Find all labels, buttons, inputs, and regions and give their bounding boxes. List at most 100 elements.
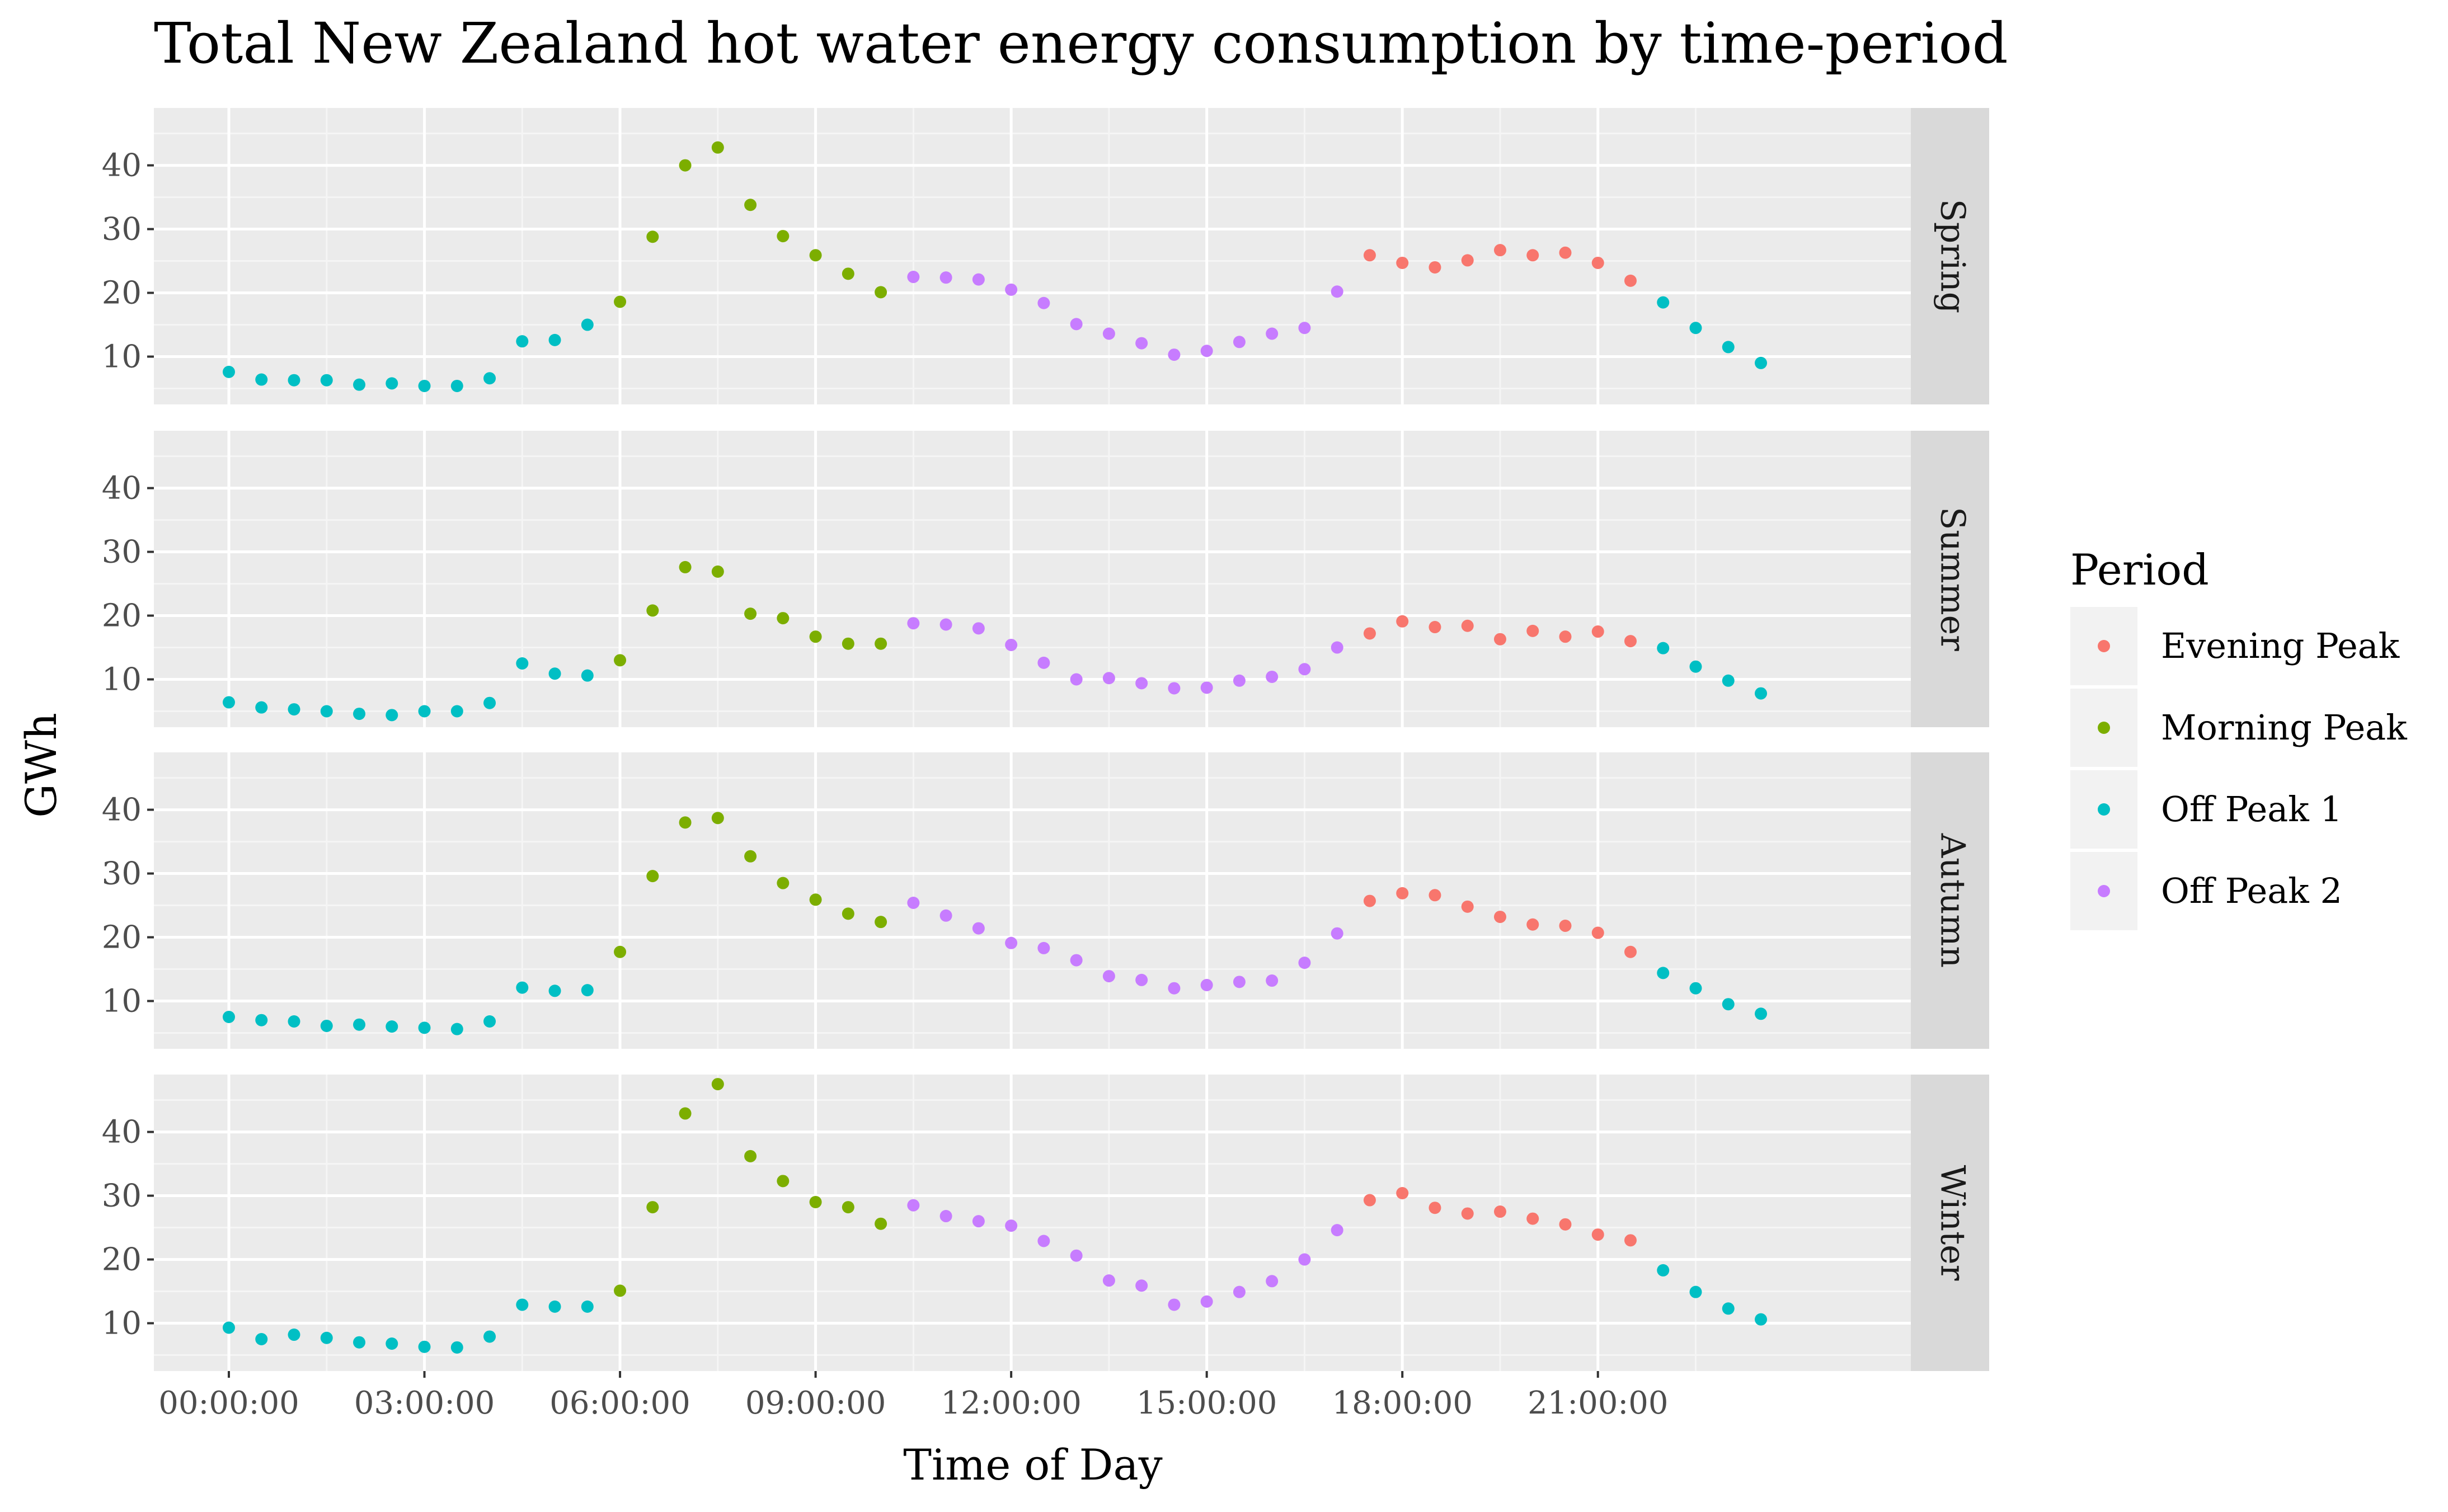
data-point [581, 984, 594, 997]
data-point [1168, 682, 1181, 695]
data-point [1591, 926, 1604, 939]
data-point [744, 199, 757, 211]
data-point [1429, 889, 1441, 902]
data-point [809, 1195, 822, 1208]
data-point [907, 896, 920, 909]
data-point [614, 295, 627, 308]
data-point [1168, 1298, 1181, 1311]
data-point [875, 916, 887, 929]
data-point [1461, 254, 1474, 267]
data-point [1266, 974, 1279, 987]
legend-swatch [2098, 640, 2110, 652]
data-point [1559, 246, 1572, 259]
data-point [353, 708, 366, 720]
data-point [222, 1321, 235, 1334]
data-point [1037, 296, 1050, 309]
data-point [1396, 615, 1409, 628]
data-point [972, 922, 985, 935]
data-point [1624, 274, 1637, 287]
data-point [1363, 894, 1376, 907]
y-tick-label: 40 [102, 1114, 142, 1151]
data-point [972, 273, 985, 286]
data-point [646, 604, 659, 617]
data-point [516, 1298, 529, 1311]
data-point [1689, 322, 1702, 335]
data-point [1657, 296, 1670, 309]
data-point [353, 1336, 366, 1349]
panel-background [154, 752, 1911, 1049]
data-point [1755, 687, 1768, 700]
data-point [679, 560, 692, 573]
data-point [1722, 341, 1735, 354]
legend-label: Morning Peak [2161, 707, 2407, 748]
data-point [450, 705, 463, 718]
data-point [1102, 327, 1115, 340]
data-point [679, 1107, 692, 1120]
data-point [679, 159, 692, 172]
data-point [646, 230, 659, 243]
data-point [1200, 979, 1213, 992]
data-point [450, 1341, 463, 1354]
panel-background [154, 431, 1911, 727]
data-point [1624, 635, 1637, 648]
data-point [809, 249, 822, 262]
facet-panel-autumn: Autumn 10 20 30 40 [102, 752, 1989, 1049]
data-point [1755, 1313, 1768, 1326]
data-point [1363, 249, 1376, 262]
data-point [1429, 261, 1441, 274]
data-point [1037, 1235, 1050, 1247]
data-point [777, 1175, 790, 1188]
data-point [548, 985, 561, 997]
data-point [1461, 619, 1474, 632]
legend-swatch [2098, 885, 2110, 897]
data-point [1037, 656, 1050, 669]
data-point [744, 850, 757, 863]
data-point [614, 945, 627, 958]
data-point [907, 617, 920, 630]
facet-strip [1911, 752, 1989, 1049]
facet-strip-label: Autumn [1933, 833, 1972, 968]
data-point [386, 377, 398, 390]
x-axis: 00:00:00 03:00:00 06:00:00 09:00:00 12:00:00… [158, 1371, 1669, 1421]
data-point [1331, 641, 1343, 654]
data-point [1755, 1007, 1768, 1020]
y-tick-label: 30 [102, 534, 142, 571]
legend-label: Off Peak 1 [2161, 789, 2342, 830]
data-point [1070, 954, 1083, 967]
data-point [1689, 982, 1702, 995]
data-point [1005, 936, 1018, 949]
data-point [809, 630, 822, 643]
data-point [1298, 663, 1311, 676]
data-point [1070, 1249, 1083, 1262]
data-point [744, 607, 757, 620]
data-point [1200, 1295, 1213, 1308]
x-tick-label: 12:00:00 [941, 1385, 1082, 1421]
data-point [614, 1284, 627, 1297]
data-point [1070, 318, 1083, 331]
data-point [809, 893, 822, 906]
y-tick-label: 10 [102, 1306, 142, 1342]
x-tick-label: 00:00:00 [158, 1385, 299, 1421]
panel-background [154, 108, 1911, 404]
data-point [1429, 621, 1441, 634]
data-point [288, 374, 300, 387]
data-point [939, 271, 952, 284]
data-point [1689, 1285, 1702, 1298]
data-point [1526, 624, 1539, 637]
data-point [288, 703, 300, 716]
data-point [353, 1018, 366, 1031]
data-point [1526, 249, 1539, 262]
data-point [483, 372, 496, 385]
data-point [842, 267, 854, 280]
data-point [1363, 1194, 1376, 1207]
data-point [1657, 642, 1670, 654]
data-point [581, 1300, 594, 1313]
y-tick-label: 20 [102, 1242, 142, 1278]
data-point [255, 1333, 268, 1346]
data-point [1591, 625, 1604, 638]
data-point [875, 1217, 887, 1230]
y-tick-label: 30 [102, 856, 142, 892]
data-point [1135, 337, 1148, 350]
x-tick-label: 03:00:00 [354, 1385, 495, 1421]
y-axis-title: GWh [16, 713, 66, 818]
